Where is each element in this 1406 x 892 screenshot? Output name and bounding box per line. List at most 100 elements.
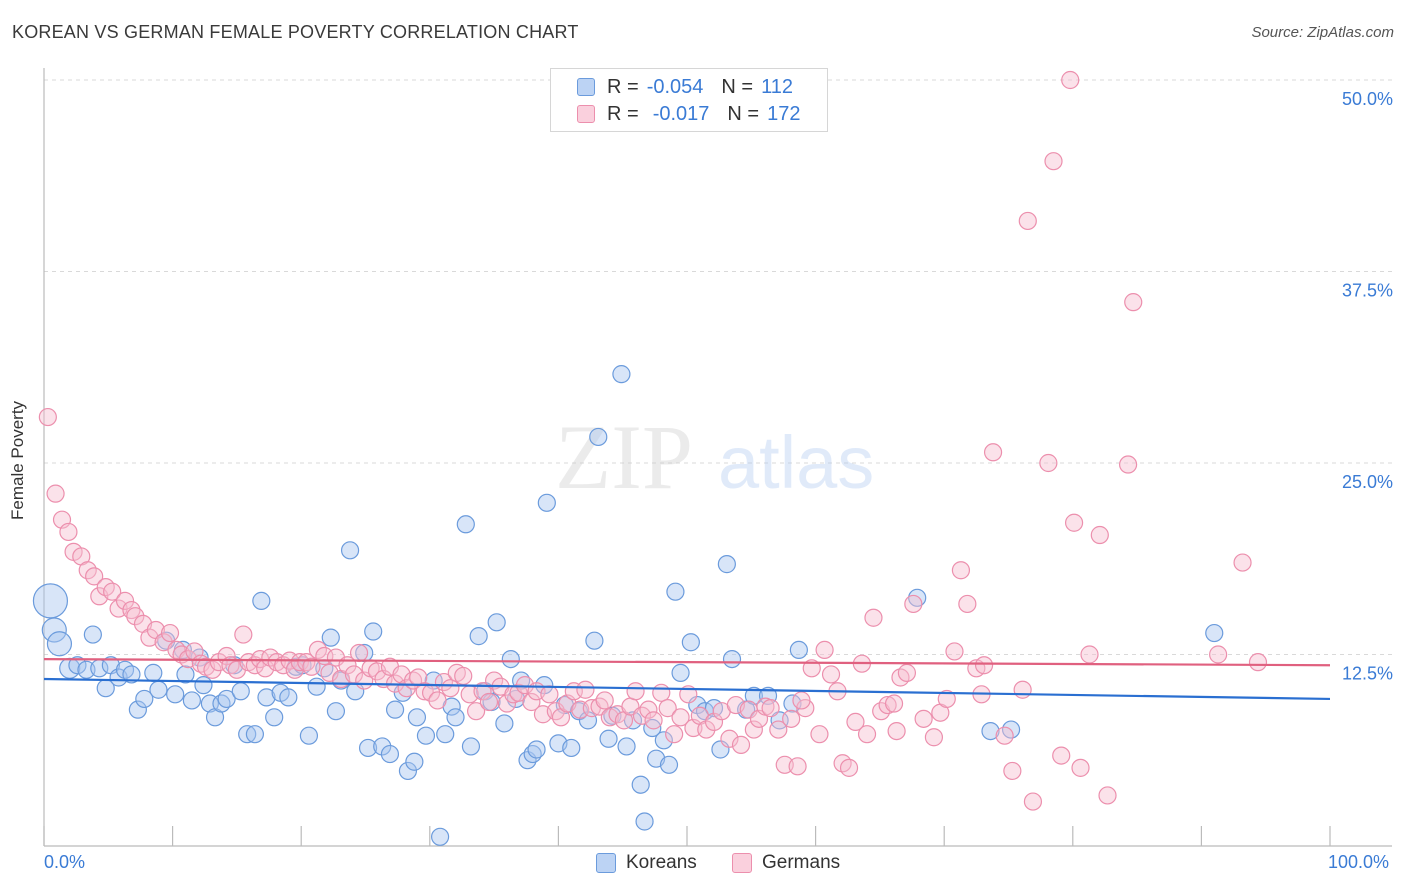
german-point — [652, 683, 671, 702]
german-point — [1233, 553, 1252, 572]
german-point — [658, 699, 677, 718]
korean-point — [722, 649, 742, 669]
german-point — [428, 691, 447, 710]
trend-lines — [43, 657, 1331, 701]
german-point — [320, 663, 339, 682]
legend-r-value: -0.054 — [646, 75, 704, 98]
korean-point — [407, 708, 427, 727]
german-point — [349, 643, 369, 663]
legend-r-label: R = — [607, 75, 639, 98]
trend-line-koreans — [43, 677, 1331, 701]
legend-swatch-germans — [577, 105, 595, 123]
korean-point — [279, 688, 298, 707]
korean-point — [122, 665, 141, 684]
series-legend: Koreans Germans — [0, 852, 1406, 878]
legend-r-value: -0.017 — [652, 102, 710, 125]
german-point — [1248, 653, 1268, 672]
german-point — [665, 725, 684, 744]
korean-point — [717, 555, 736, 574]
german-point — [815, 640, 834, 660]
german-point — [833, 754, 852, 773]
x-tick-max: 100.0% — [1328, 852, 1390, 872]
german-point — [1064, 513, 1084, 532]
korean-point — [149, 680, 168, 699]
legend-n-value: 172 — [767, 102, 801, 125]
watermark: ZIP atlas — [555, 406, 874, 508]
korean-point — [416, 726, 436, 745]
german-point — [96, 577, 115, 597]
legend-n-label: N = — [727, 102, 760, 125]
german-point — [85, 567, 104, 586]
german-point — [720, 729, 739, 748]
korean-point — [666, 582, 685, 601]
watermark-atlas: atlas — [718, 421, 874, 504]
stats-legend: R = -0.054 N = 112 R = -0.017 N = 172 — [550, 68, 828, 132]
german-point — [810, 725, 829, 744]
legend-item-koreans[interactable]: Koreans — [596, 852, 697, 874]
german-point — [571, 700, 590, 719]
series-koreans — [32, 365, 1224, 846]
german-point — [958, 594, 977, 614]
korean-point — [770, 711, 789, 730]
german-point — [1044, 152, 1063, 171]
german-point — [983, 443, 1003, 462]
german-point — [1124, 293, 1143, 312]
korean-point — [537, 493, 556, 512]
german-point — [671, 708, 690, 727]
german-point — [160, 623, 180, 643]
korean-point — [635, 812, 654, 831]
german-point — [1018, 211, 1037, 231]
gridlines — [44, 79, 1392, 655]
korean-point — [326, 702, 346, 721]
korean-point — [321, 628, 340, 647]
german-point — [788, 757, 807, 776]
german-point — [782, 709, 801, 728]
korean-point — [373, 737, 392, 756]
legend-label-koreans: Koreans — [626, 852, 697, 873]
legend-item-germans[interactable]: Germans — [732, 852, 840, 874]
korean-point — [631, 775, 650, 794]
german-point — [1013, 680, 1032, 699]
korean-point — [299, 726, 319, 745]
korean-point — [128, 700, 147, 719]
korean-point — [436, 725, 455, 744]
german-point — [38, 407, 57, 427]
korean-point — [265, 708, 284, 727]
korean-point — [68, 656, 87, 675]
y-tick-label: 12.5% — [1342, 664, 1393, 684]
german-point — [821, 665, 841, 684]
y-tick-label: 25.0% — [1342, 472, 1393, 492]
legend-n-value: 112 — [761, 75, 793, 98]
german-point — [540, 685, 559, 704]
german-point — [466, 702, 486, 721]
korean-point — [681, 633, 700, 652]
korean-point — [501, 649, 520, 669]
korean-point — [41, 617, 67, 643]
korean-point — [257, 688, 276, 707]
korean-point — [176, 665, 195, 684]
german-point — [995, 726, 1014, 745]
german-point — [576, 680, 595, 699]
korean-point — [487, 613, 506, 632]
korean-point — [495, 714, 514, 733]
korean-point — [671, 663, 690, 682]
korean-point — [385, 700, 405, 719]
korean-point — [231, 682, 250, 701]
german-point — [234, 625, 253, 644]
y-tick-labels: 12.5% 25.0% 37.5% 50.0% — [1342, 89, 1393, 684]
korean-point — [238, 725, 257, 744]
german-point — [878, 695, 897, 715]
korean-point — [617, 737, 636, 756]
korean-point — [182, 691, 201, 710]
legend-row-koreans: R = -0.054 N = 112 — [577, 75, 793, 99]
german-point — [1209, 645, 1228, 664]
chart-title: KOREAN VS GERMAN FEMALE POVERTY CORRELAT… — [12, 22, 579, 42]
german-point — [1003, 761, 1022, 781]
korean-point — [32, 583, 69, 619]
korean-point — [446, 708, 465, 727]
german-point — [1080, 645, 1099, 664]
german-point — [497, 694, 517, 713]
german-point — [924, 728, 944, 747]
korean-point — [380, 744, 400, 764]
